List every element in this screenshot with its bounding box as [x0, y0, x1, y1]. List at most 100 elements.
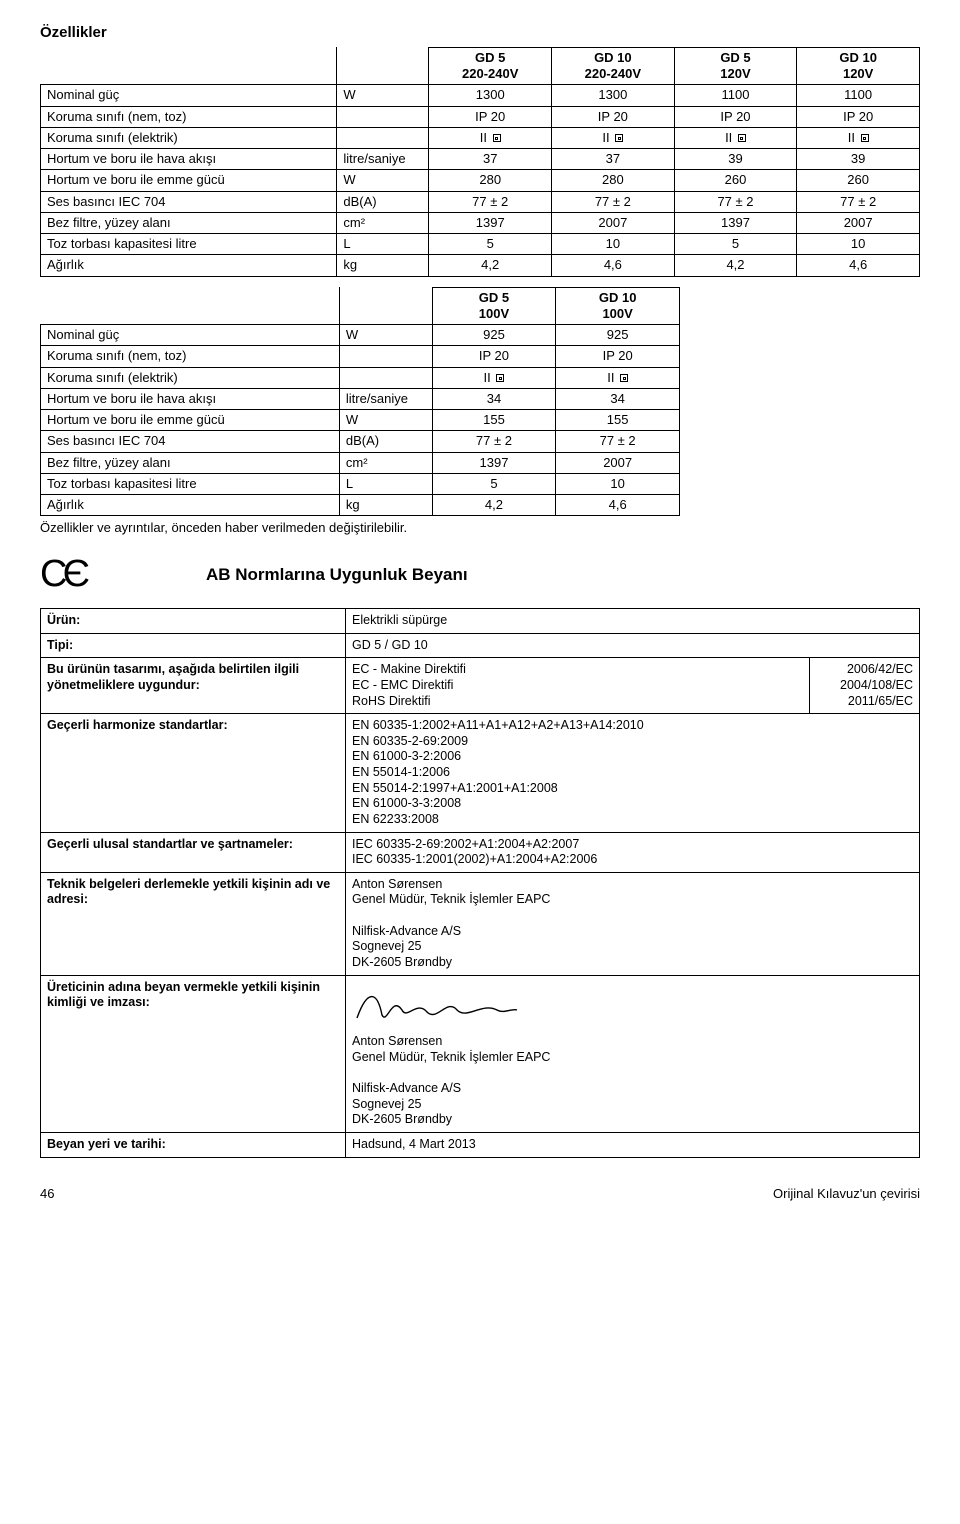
cell-value: 10: [552, 234, 675, 255]
column-header: GD 10220-240V: [552, 47, 675, 85]
row-label: Koruma sınıfı (elektrik): [41, 367, 340, 388]
table-row: Koruma sınıfı (elektrik)II II II II: [41, 127, 920, 148]
table-row: Tipi:GD 5 / GD 10: [41, 633, 920, 658]
row-unit: L: [337, 234, 429, 255]
row-label: Bez filtre, yüzey alanı: [41, 212, 337, 233]
row-label: Bez filtre, yüzey alanı: [41, 452, 340, 473]
cell-value: 4,2: [432, 495, 556, 516]
cell-value: 10: [797, 234, 920, 255]
cell-value: 1397: [429, 212, 552, 233]
cell-value: 4,2: [674, 255, 797, 276]
cell-value: II: [674, 127, 797, 148]
cell-value: 77 ± 2: [429, 191, 552, 212]
cell-value: 77 ± 2: [432, 431, 556, 452]
column-header: GD 5120V: [674, 47, 797, 85]
cell-value: 5: [432, 473, 556, 494]
row-unit: dB(A): [339, 431, 432, 452]
decl-key: Ürün:: [41, 609, 346, 634]
row-unit: cm²: [339, 452, 432, 473]
cell-value: 5: [674, 234, 797, 255]
cell-value: 34: [556, 388, 680, 409]
cell-value: IP 20: [432, 346, 556, 367]
cell-value: 155: [556, 410, 680, 431]
table-row: Toz torbası kapasitesi litreL510510: [41, 234, 920, 255]
row-unit: W: [339, 325, 432, 346]
decl-key: Teknik belgeleri derlemekle yetkili kişi…: [41, 872, 346, 975]
cell-value: II: [797, 127, 920, 148]
cell-value: 39: [797, 149, 920, 170]
column-header: GD 5220-240V: [429, 47, 552, 85]
decl-value: Anton Sørensen Genel Müdür, Teknik İşlem…: [346, 975, 920, 1132]
cell-value: 1397: [674, 212, 797, 233]
cell-value: 1100: [797, 85, 920, 106]
row-unit: W: [339, 410, 432, 431]
cell-value: 260: [674, 170, 797, 191]
table-row: Hortum ve boru ile emme gücüW28028026026…: [41, 170, 920, 191]
declaration-header: C Є AB Normlarına Uygunluk Beyanı: [40, 551, 920, 599]
cell-value: 260: [797, 170, 920, 191]
column-header: GD 5100V: [432, 287, 556, 325]
spec-note: Özellikler ve ayrıntılar, önceden haber …: [40, 520, 920, 536]
cell-value: IP 20: [552, 106, 675, 127]
cell-value: 1300: [552, 85, 675, 106]
cell-value: 5: [429, 234, 552, 255]
table-header-row: GD 5220-240VGD 10220-240VGD 5120VGD 1012…: [41, 47, 920, 85]
page-number: 46: [40, 1186, 54, 1202]
cell-value: 925: [556, 325, 680, 346]
decl-value: IEC 60335-2-69:2002+A1:2004+A2:2007 IEC …: [346, 832, 920, 872]
table-row: Üreticinin adına beyan vermekle yetkili …: [41, 975, 920, 1132]
cell-value: 280: [429, 170, 552, 191]
row-label: Ses basıncı IEC 704: [41, 431, 340, 452]
cell-value: 37: [429, 149, 552, 170]
table-row: Ses basıncı IEC 704dB(A)77 ± 277 ± 2: [41, 431, 680, 452]
decl-key: Üreticinin adına beyan vermekle yetkili …: [41, 975, 346, 1132]
decl-value: Elektrikli süpürge: [346, 609, 920, 634]
table-header-row: GD 5100VGD 10100V: [41, 287, 680, 325]
table-row: Hortum ve boru ile hava akışılitre/saniy…: [41, 149, 920, 170]
column-header: GD 10120V: [797, 47, 920, 85]
cell-value: 4,2: [429, 255, 552, 276]
cell-value: 2007: [552, 212, 675, 233]
ce-mark-icon: C Є: [40, 551, 86, 599]
column-header: GD 10100V: [556, 287, 680, 325]
row-unit: [337, 127, 429, 148]
cell-value: II: [556, 367, 680, 388]
decl-value: Anton Sørensen Genel Müdür, Teknik İşlem…: [346, 872, 920, 975]
cell-value: 4,6: [797, 255, 920, 276]
declaration-table: Ürün:Elektrikli süpürgeTipi:GD 5 / GD 10…: [40, 608, 920, 1158]
cell-value: 925: [432, 325, 556, 346]
decl-value: Hadsund, 4 Mart 2013: [346, 1132, 920, 1157]
row-unit: L: [339, 473, 432, 494]
row-label: Koruma sınıfı (nem, toz): [41, 346, 340, 367]
decl-key: Beyan yeri ve tarihi:: [41, 1132, 346, 1157]
cell-value: 2007: [556, 452, 680, 473]
row-unit: [337, 106, 429, 127]
table-row: Bez filtre, yüzey alanıcm²13972007139720…: [41, 212, 920, 233]
table-row: Koruma sınıfı (nem, toz) IP 20IP 20: [41, 346, 680, 367]
row-label: Ağırlık: [41, 495, 340, 516]
spec-table-1: GD 5220-240VGD 10220-240VGD 5120VGD 1012…: [40, 47, 920, 277]
decl-value-text: Anton Sørensen Genel Müdür, Teknik İşlem…: [352, 1034, 913, 1128]
decl-key: Geçerli ulusal standartlar ve şartnamele…: [41, 832, 346, 872]
row-unit: cm²: [337, 212, 429, 233]
cell-value: 4,6: [552, 255, 675, 276]
decl-value: GD 5 / GD 10: [346, 633, 920, 658]
row-label: Koruma sınıfı (nem, toz): [41, 106, 337, 127]
decl-key: Bu ürünün tasarımı, aşağıda belirtilen i…: [41, 658, 346, 714]
decl-value: EN 60335-1:2002+A11+A1+A12+A2+A13+A14:20…: [346, 714, 920, 832]
decl-right: 2006/42/EC 2004/108/EC 2011/65/EC: [810, 658, 920, 714]
cell-value: 77 ± 2: [552, 191, 675, 212]
cell-value: 77 ± 2: [674, 191, 797, 212]
cell-value: 1397: [432, 452, 556, 473]
cell-value: 155: [432, 410, 556, 431]
cell-value: IP 20: [797, 106, 920, 127]
table-row: Geçerli harmonize standartlar:EN 60335-1…: [41, 714, 920, 832]
row-label: Ağırlık: [41, 255, 337, 276]
row-unit: [339, 346, 432, 367]
row-unit: kg: [339, 495, 432, 516]
table-row: Koruma sınıfı (nem, toz)IP 20IP 20IP 20I…: [41, 106, 920, 127]
cell-value: 39: [674, 149, 797, 170]
cell-value: II: [552, 127, 675, 148]
cell-value: IP 20: [556, 346, 680, 367]
cell-value: 10: [556, 473, 680, 494]
